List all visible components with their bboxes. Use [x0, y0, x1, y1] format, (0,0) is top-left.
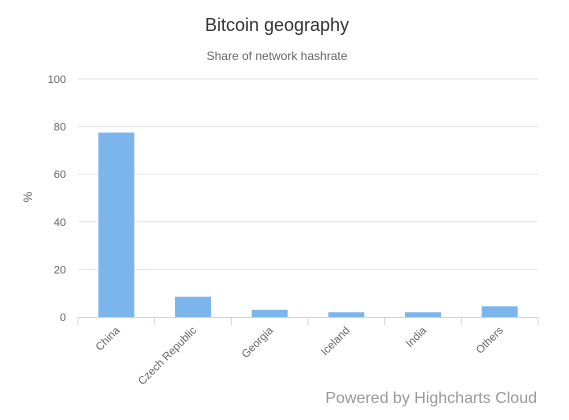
x-tick-label: Georgia [240, 324, 277, 361]
y-tick-label: 60 [54, 169, 66, 181]
chart-subtitle: Share of network hashrate [207, 49, 348, 63]
chart-title: Bitcoin geography [205, 15, 349, 35]
bar-iceland[interactable] [328, 312, 365, 317]
bars [98, 132, 518, 317]
x-tick-label: Czech Republic [136, 324, 199, 387]
x-axis-ticks: China Czech Republic Georgia Iceland India Ot… [77, 317, 539, 388]
y-axis-label: % [21, 191, 35, 202]
y-tick-label: 40 [54, 217, 66, 229]
x-tick-label: India [404, 324, 430, 350]
bar-india[interactable] [405, 312, 441, 317]
grid-lines [78, 78, 538, 270]
y-tick-label: 20 [54, 264, 66, 276]
y-axis-ticks: 0 20 40 60 80 100 [48, 74, 66, 324]
y-tick-label: 100 [48, 74, 66, 86]
bar-georgia[interactable] [251, 309, 288, 317]
y-tick-label: 80 [54, 122, 66, 134]
x-tick-label: Iceland [319, 325, 353, 359]
x-tick-label: Others [474, 324, 506, 356]
bar-czech-republic[interactable] [175, 296, 211, 317]
credits-link[interactable]: Powered by Highcharts Cloud [325, 390, 537, 407]
bar-china[interactable] [98, 132, 135, 317]
y-tick-label: 0 [60, 312, 66, 324]
bar-others[interactable] [481, 306, 518, 317]
x-tick-label: China [94, 324, 123, 353]
